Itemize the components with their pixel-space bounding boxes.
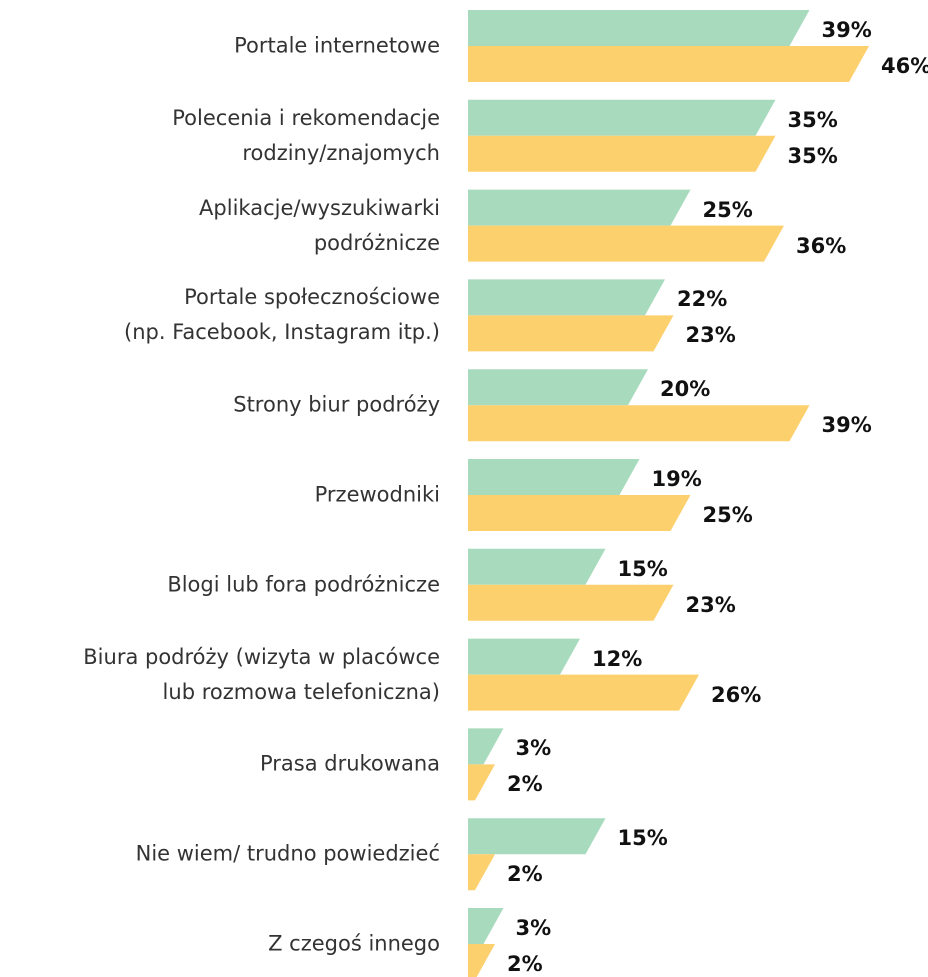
bar <box>468 46 869 82</box>
category-label: Z czegoś innego <box>268 931 440 956</box>
bar <box>468 818 606 855</box>
bar <box>468 944 495 977</box>
bar <box>468 459 640 495</box>
value-label: 25% <box>702 503 753 527</box>
bar <box>468 10 810 46</box>
bar <box>468 189 691 226</box>
value-label: 2% <box>507 952 543 976</box>
category-label: Biura podróży (wizyta w placówce lub roz… <box>83 644 440 704</box>
category-label: Prasa drukowana <box>259 751 440 776</box>
value-label: 26% <box>711 682 762 707</box>
value-label: 15% <box>617 826 668 851</box>
value-label: 12% <box>592 646 643 671</box>
bar <box>468 638 580 675</box>
value-label: 23% <box>685 323 736 348</box>
value-label: 39% <box>821 413 872 438</box>
bar <box>468 405 810 442</box>
value-label: 35% <box>787 107 838 132</box>
value-label: 23% <box>685 592 736 617</box>
category-label: Blogi lub fora podróżnicze <box>167 572 440 597</box>
value-label: 3% <box>515 736 552 761</box>
category-label: Portale społecznościowe (np. Facebook, I… <box>124 285 440 345</box>
category-label: Portale internetowe <box>234 33 440 58</box>
value-label: 2% <box>507 772 543 797</box>
bar <box>468 135 776 172</box>
value-label: 2% <box>507 862 543 887</box>
bar <box>468 764 495 801</box>
bar <box>468 315 674 352</box>
value-label: 20% <box>660 377 711 402</box>
bar <box>468 908 504 944</box>
bar <box>468 225 784 262</box>
bar <box>468 674 699 711</box>
value-label: 15% <box>617 556 668 581</box>
value-label: 3% <box>515 916 552 940</box>
category-label: Strony biur podróży <box>233 392 440 417</box>
value-label: 46% <box>881 54 928 78</box>
bar <box>468 584 674 621</box>
value-label: 36% <box>796 233 847 258</box>
category-label: Aplikacje/wyszukiwarki podróżnicze <box>199 195 440 255</box>
bar <box>468 854 495 891</box>
bar <box>468 369 648 406</box>
value-label: 25% <box>702 197 753 222</box>
bar <box>468 99 776 136</box>
value-label: 22% <box>677 287 728 312</box>
value-label: 19% <box>651 467 702 491</box>
value-label: 35% <box>787 143 838 168</box>
bar <box>468 495 691 531</box>
value-label: 39% <box>821 18 872 42</box>
bar <box>468 279 665 316</box>
bar <box>468 548 606 585</box>
category-label: Przewodniki <box>314 482 440 507</box>
bar <box>468 728 504 765</box>
category-label: Nie wiem/ trudno powiedzieć <box>135 841 440 866</box>
category-label: Polecenia i rekomendacje rodziny/znajomy… <box>172 105 440 165</box>
